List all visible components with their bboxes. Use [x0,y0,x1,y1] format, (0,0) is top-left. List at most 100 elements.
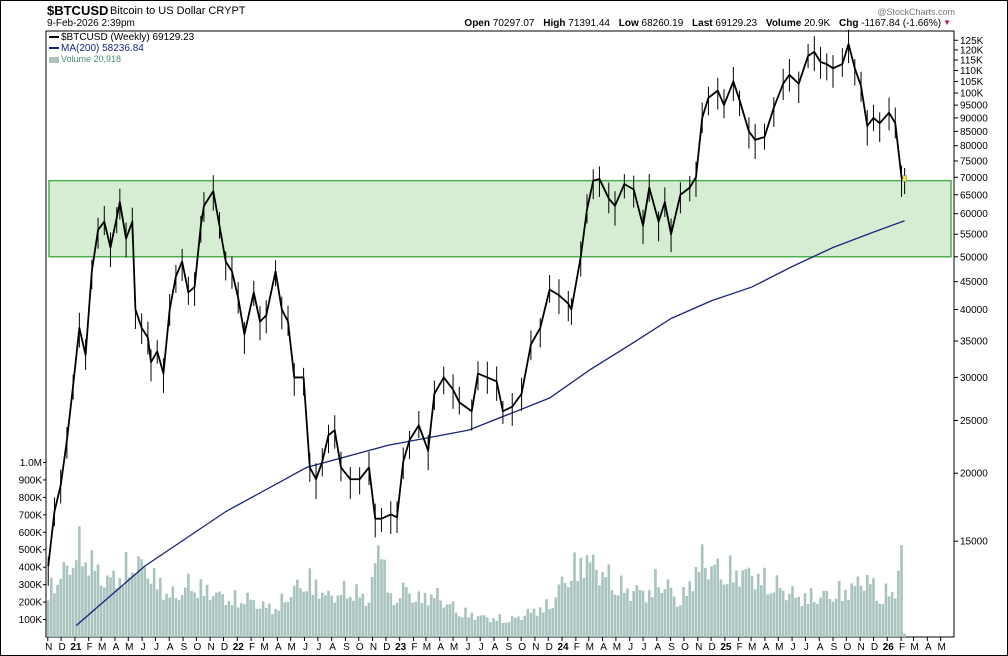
volume-bar [728,555,732,637]
y-tick-label: 115K [960,55,983,66]
volume-bar [146,578,150,637]
x-tick-label: S [181,642,188,653]
y-tick-label: 95000 [960,101,988,112]
volume-bar [345,598,349,637]
x-tick-label: M [748,642,756,653]
volume-bar [78,526,81,637]
volume-bar [255,608,259,637]
volume-bar [137,556,140,637]
volume-bar [327,590,330,637]
volume-bar [520,620,523,637]
x-tick-label: J [316,642,321,653]
x-tick-label: J [154,642,159,653]
volume-bar [507,622,511,637]
volume-bar [59,578,62,637]
volume-bar [725,584,729,637]
x-tick-label: A [654,642,661,653]
volume-bar [482,615,486,637]
volume-bar [405,587,408,637]
volume-bar [679,605,682,637]
volume-bar [62,562,66,637]
volume-bar [579,557,583,637]
volume-bar [607,564,611,637]
x-tick-label: N [532,642,539,653]
volume-bar [177,600,181,637]
volume-bar [196,598,200,637]
x-tick-label: A [437,642,444,653]
legend-ma: MA(200) 58236.84 [49,43,144,54]
x-tick-label: D [871,642,878,653]
volume-bar [233,590,237,637]
volume-bar [794,597,797,637]
x-tick-label: F [87,642,93,653]
volume-bar [735,570,738,637]
volume-bar [682,587,685,637]
volume-bar [258,608,262,637]
volume-bar [557,584,561,637]
last-candle [902,175,907,182]
volume-bar [548,608,551,637]
open-label: Open [464,18,490,29]
volume-bar [50,577,53,637]
open-value: 70297.07 [492,18,535,29]
x-tick-label: O [843,642,851,653]
x-tick-label: M [125,642,133,653]
volume-bar [152,568,156,637]
x-tick-label: M [98,642,106,653]
volume-bar [563,583,567,637]
volume-bar [486,617,489,637]
volume-bar [274,609,277,637]
x-tick-label: J [804,642,809,653]
volume-bar [626,588,629,637]
volume-bar [641,590,645,637]
volume-bar [324,595,327,637]
volume-bar [286,601,290,637]
volume-bar [573,552,576,637]
y-tick-label: 35000 [960,337,988,348]
volume-bar [271,614,274,637]
volume-bar [545,599,548,637]
volume-bar [619,575,623,637]
y-tick-label: 40000 [960,305,988,316]
volume-bar [834,598,838,637]
volume-bar [837,580,841,637]
volume-bar [131,572,134,637]
volume-bar [542,612,545,637]
y-tick-label: 45000 [960,277,988,288]
volume-bar [517,616,520,637]
volume-bar [704,567,707,637]
volume-bar [261,601,265,637]
volume-bar [317,598,321,637]
volume-bar [467,617,470,637]
volume-bar [464,607,467,637]
volume-bar [292,585,296,637]
volume-bar [526,608,530,637]
volume-bar [763,567,766,637]
x-tick-label: F [899,642,905,653]
volume-bar [514,617,517,637]
volume-bar [454,612,458,637]
x-tick-label: 24 [557,642,569,653]
volume-bar [115,588,119,637]
volume-bar [165,593,168,637]
x-tick-label: M [260,642,268,653]
volume-bar [700,544,704,637]
volume-bar [775,575,779,637]
volume-bar [591,554,595,637]
volume-bar [741,570,744,637]
x-tick-label: F [737,642,743,653]
volume-bar [74,560,78,637]
legend-price: $BTCUSD (Weekly) 69129.23 [49,32,194,43]
volume-bar [367,602,371,637]
x-tick-label: N [45,642,52,653]
volume-bar [159,577,162,637]
x-tick-label: M [613,642,621,653]
volume-bar [672,596,676,637]
x-tick-label: S [505,642,512,653]
volume-bar [893,598,897,637]
volume-bar [694,566,698,637]
volume-bar [878,603,882,637]
volume-bar [492,618,495,637]
volume-bar [174,598,178,637]
